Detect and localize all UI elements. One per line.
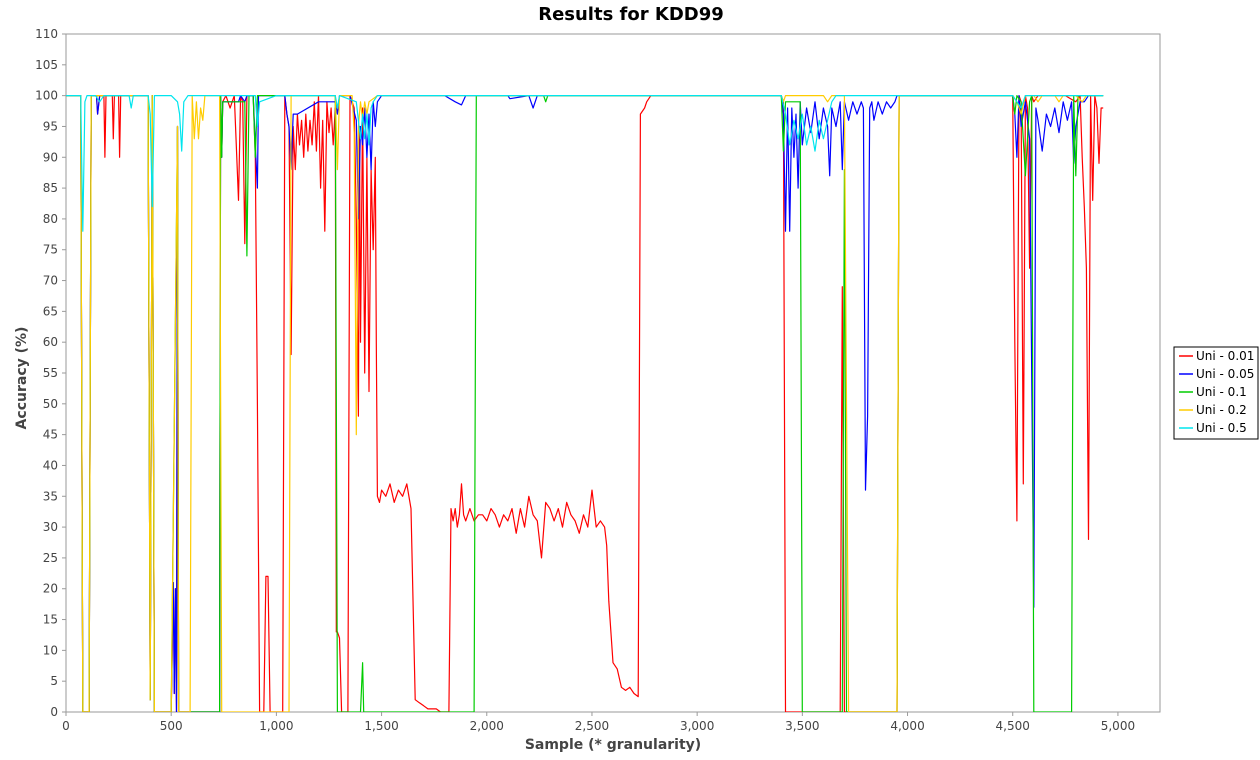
x-tick-label: 0 — [62, 719, 70, 733]
x-tick-label: 1,000 — [259, 719, 293, 733]
series-line-5 — [66, 94, 1104, 232]
y-tick-label: 60 — [43, 335, 58, 349]
y-tick-label: 55 — [43, 366, 58, 380]
x-tick-label: 4,000 — [890, 719, 924, 733]
x-tick-label: 4,500 — [996, 719, 1030, 733]
y-tick-label: 110 — [35, 27, 58, 41]
legend-label: Uni - 0.01 — [1196, 349, 1254, 363]
x-tick-label: 3,500 — [785, 719, 819, 733]
x-tick-label: 500 — [160, 719, 183, 733]
legend-label: Uni - 0.1 — [1196, 385, 1247, 399]
y-axis-title: Accuracy (%) — [14, 327, 30, 430]
legend: Uni - 0.01 Uni - 0.05 Uni - 0.1 Uni - 0.2 Un… — [1173, 346, 1259, 440]
y-tick-label: 50 — [43, 397, 58, 411]
y-tick-label: 15 — [43, 613, 58, 627]
x-tick-label: 2,000 — [470, 719, 504, 733]
y-tick-label: 30 — [43, 520, 58, 534]
y-tick-label: 90 — [43, 150, 58, 164]
y-tick-label: 45 — [43, 428, 58, 442]
y-tick-label: 80 — [43, 212, 58, 226]
y-tick-label: 10 — [43, 643, 58, 657]
y-axis: 0 5 10 15 20 25 30 35 40 45 50 55 60 65 70 75 80 85 90 95 10… — [35, 27, 66, 719]
series-line-4 — [66, 94, 1104, 712]
y-tick-label: 20 — [43, 582, 58, 596]
y-tick-label: 70 — [43, 274, 58, 288]
y-tick-label: 105 — [35, 58, 58, 72]
x-tick-label: 5,000 — [1101, 719, 1135, 733]
series-layer — [66, 94, 1104, 712]
legend-label: Uni - 0.5 — [1196, 421, 1247, 435]
plot-area — [65, 33, 1161, 713]
legend-label: Uni - 0.2 — [1196, 403, 1247, 417]
y-tick-label: 25 — [43, 551, 58, 565]
x-tick-label: 3,000 — [680, 719, 714, 733]
y-tick-label: 95 — [43, 119, 58, 133]
legend-label: Uni - 0.05 — [1196, 367, 1254, 381]
y-tick-label: 85 — [43, 181, 58, 195]
y-tick-label: 5 — [50, 674, 58, 688]
y-tick-label: 35 — [43, 489, 58, 503]
x-axis: 0 500 1,000 1,500 2,000 2,500 3,000 3,500 4,000 4… — [62, 712, 1135, 733]
y-tick-label: 65 — [43, 304, 58, 318]
x-tick-label: 1,500 — [364, 719, 398, 733]
y-tick-label: 75 — [43, 243, 58, 257]
y-tick-label: 100 — [35, 89, 58, 103]
y-tick-label: 40 — [43, 458, 58, 472]
x-tick-label: 2,500 — [575, 719, 609, 733]
chart-title: Results for KDD99 — [538, 4, 724, 25]
x-axis-title: Sample (* granularity) — [525, 737, 701, 753]
legend-box — [1173, 346, 1259, 440]
y-tick-label: 0 — [50, 705, 58, 719]
